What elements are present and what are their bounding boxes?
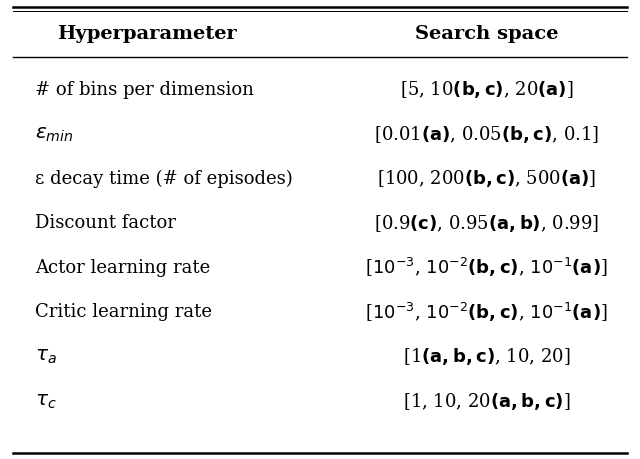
Text: [$10^{-3}$, $10^{-2}$$\bf{(b,c)}$, $10^{-1}$$\bf{(a)}$]: [$10^{-3}$, $10^{-2}$$\bf{(b,c)}$, $10^{… — [365, 301, 608, 324]
Text: # of bins per dimension: # of bins per dimension — [35, 80, 254, 99]
Text: $\tau_c$: $\tau_c$ — [35, 392, 57, 411]
Text: Actor learning rate: Actor learning rate — [35, 258, 211, 277]
Text: $\tau_a$: $\tau_a$ — [35, 347, 57, 366]
Text: [5, 10$\bf{(b,c)}$, 20$\bf{(a)}$]: [5, 10$\bf{(b,c)}$, 20$\bf{(a)}$] — [399, 79, 573, 100]
Text: [1, 10, 20$\bf{(a,b,c)}$]: [1, 10, 20$\bf{(a,b,c)}$] — [403, 391, 570, 412]
Text: ε decay time (# of episodes): ε decay time (# of episodes) — [35, 169, 293, 188]
Text: Critic learning rate: Critic learning rate — [35, 303, 212, 321]
Text: [0.01$\bf{(a)}$, 0.05$\bf{(b,c)}$, 0.1]: [0.01$\bf{(a)}$, 0.05$\bf{(b,c)}$, 0.1] — [374, 123, 599, 145]
Text: Discount factor: Discount factor — [35, 214, 176, 232]
Text: Search space: Search space — [415, 25, 558, 44]
Text: [0.9$\bf{(c)}$, 0.95$\bf{(a,b)}$, 0.99]: [0.9$\bf{(c)}$, 0.95$\bf{(a,b)}$, 0.99] — [374, 213, 599, 234]
Text: $\epsilon_{min}$: $\epsilon_{min}$ — [35, 124, 74, 144]
Text: Hyperparameter: Hyperparameter — [58, 25, 237, 44]
Text: [1$\bf{(a,b,c)}$, 10, 20]: [1$\bf{(a,b,c)}$, 10, 20] — [403, 346, 570, 367]
Text: [$10^{-3}$, $10^{-2}$$\bf{(b,c)}$, $10^{-1}$$\bf{(a)}$]: [$10^{-3}$, $10^{-2}$$\bf{(b,c)}$, $10^{… — [365, 256, 608, 279]
Text: [100, 200$\bf{(b,c)}$, 500$\bf{(a)}$]: [100, 200$\bf{(b,c)}$, 500$\bf{(a)}$] — [377, 168, 596, 189]
